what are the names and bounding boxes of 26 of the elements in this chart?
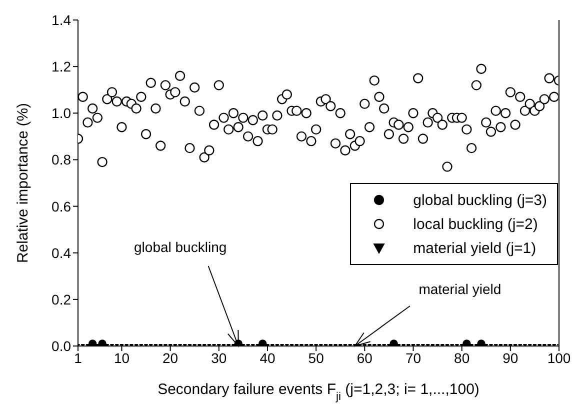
y-tick-label: 0.6 [52,198,72,214]
x-tick-label: 50 [308,350,324,366]
annotation: global buckling [134,239,227,255]
y-tick-label: 1.4 [52,12,72,28]
x-tick-label: 1 [74,350,82,366]
x-tick-label: 100 [547,350,571,366]
legend-label: global buckling (j=3) [413,192,547,208]
x-tick-label: 60 [356,350,373,366]
x-tick-label: 20 [162,350,178,366]
x-tick-label: 90 [502,350,518,366]
y-axis-title: Relative importance (%) [14,102,32,264]
legend-label: local buckling (j=2) [413,216,538,232]
x-tick-label: 40 [260,350,276,366]
annotation: material yield [418,281,502,297]
x-axis-title: Secondary failure events F$_{ji}$ (j=1,2,3; i= 1,...,100) [158,381,480,403]
x-tick-label: 10 [114,350,130,366]
y-tick-label: 0.0 [52,338,72,354]
y-tick-label: 1.2 [52,58,72,75]
x-tick-label: 30 [211,350,227,366]
y-tick-label: 0.8 [52,152,72,168]
y-tick-label: 0.2 [52,291,72,308]
y-tick-label: 1.0 [52,105,72,122]
y-tick-label: 0.4 [52,244,72,261]
x-tick-label: 70 [405,350,422,366]
legend-label: material yield (j=1) [413,240,536,256]
x-tick-label: 80 [454,350,470,366]
